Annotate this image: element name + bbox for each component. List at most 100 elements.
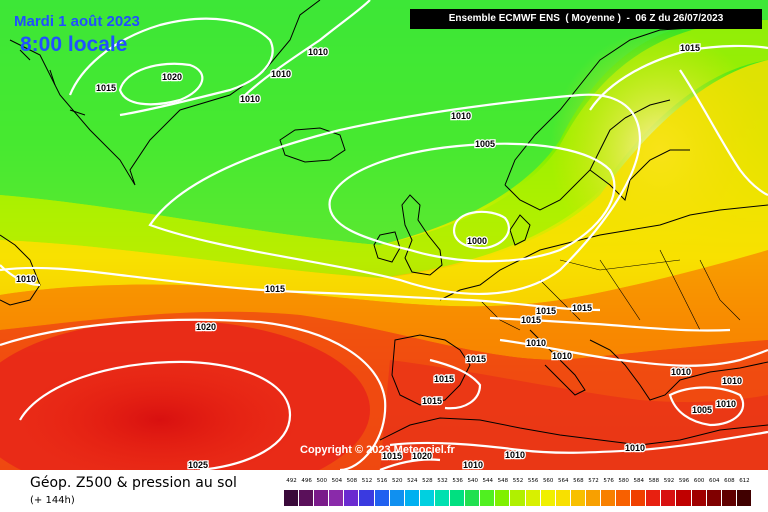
coast-britain xyxy=(401,194,443,276)
forecast-date: Mardi 1 août 2023 xyxy=(14,13,140,30)
scale-label: 584 xyxy=(633,478,645,484)
scale-swatch xyxy=(631,490,647,506)
scale-swatch xyxy=(736,490,752,506)
scale-swatch xyxy=(299,490,315,506)
scale-swatch xyxy=(389,490,405,506)
isobar-1015-nordic xyxy=(589,44,768,111)
scale-swatch xyxy=(450,490,466,506)
isobar-label: 1010 xyxy=(526,338,546,348)
scale-swatch xyxy=(465,490,481,506)
isobar-1015-west xyxy=(0,266,601,312)
isobar-label: 1015 xyxy=(572,303,592,313)
scale-label: 512 xyxy=(361,478,373,484)
scale-label: 496 xyxy=(301,478,312,484)
scale-label: 588 xyxy=(648,478,660,484)
scale-label: 520 xyxy=(391,478,403,484)
isobar-1020-greenland xyxy=(118,62,204,106)
scale-label: 556 xyxy=(527,478,539,484)
scale-swatch xyxy=(525,490,541,506)
scale-label: 548 xyxy=(497,478,509,484)
isobar-1025-high xyxy=(19,360,292,470)
isobar-label: 1015 xyxy=(521,315,541,325)
isobar-1015-africa xyxy=(379,458,441,470)
isobar-1010-africa xyxy=(389,430,768,454)
scale-swatch xyxy=(600,490,617,506)
scale-swatch xyxy=(555,490,571,506)
scale-swatch xyxy=(646,490,662,506)
coast-balkans xyxy=(589,339,768,401)
forecast-time: 8:00 locale xyxy=(20,33,128,56)
isobar-1000 xyxy=(452,210,510,250)
isobar-label: 1015 xyxy=(536,306,556,316)
scale-label: 560 xyxy=(542,478,554,484)
isobar-label: 1010 xyxy=(308,47,328,57)
isobar-label: 1025 xyxy=(188,460,208,470)
scale-swatch xyxy=(284,490,300,506)
forecast-lead-time: (+ 144h) xyxy=(30,495,75,506)
coast-north-africa xyxy=(379,417,768,446)
isobar-label: 1010 xyxy=(552,351,572,361)
scale-label: 540 xyxy=(467,478,478,484)
isobar-label: 1020 xyxy=(412,451,432,461)
scale-label: 612 xyxy=(739,478,750,484)
isobar-label: 1010 xyxy=(463,460,483,470)
coast-europe xyxy=(439,204,768,301)
scale-label: 580 xyxy=(618,478,629,484)
scale-swatch xyxy=(510,490,526,506)
scale-label: 596 xyxy=(678,478,690,484)
scale-label: 532 xyxy=(437,478,448,484)
coast-norway xyxy=(504,27,691,211)
scale-label: 528 xyxy=(422,478,433,484)
model-run-header: Ensemble ECMWF ENS ( Moyenne ) - 06 Z du… xyxy=(410,9,762,29)
isobar-label: 1020 xyxy=(162,72,182,82)
isobar-label: 1015 xyxy=(265,284,285,294)
scale-swatch xyxy=(585,490,601,506)
scale-label: 500 xyxy=(316,478,327,484)
isobar-label: 1015 xyxy=(382,451,402,461)
scale-label: 604 xyxy=(709,478,720,484)
isobar-1010-canada xyxy=(0,264,41,287)
geopotential-band-green xyxy=(0,0,768,245)
scale-swatch xyxy=(344,490,360,506)
scale-swatch xyxy=(661,490,677,506)
scale-swatch xyxy=(480,490,496,506)
scale-label: 516 xyxy=(376,478,388,484)
scale-label: 536 xyxy=(452,478,463,484)
isobar-label: 1015 xyxy=(434,374,454,384)
isobar-1015-med xyxy=(489,316,731,332)
scale-swatch xyxy=(314,490,330,506)
isobar-label: 1010 xyxy=(625,443,645,453)
geopotential-band-orange xyxy=(0,250,768,360)
isobar-label: 1010 xyxy=(505,450,525,460)
isobar-label: 1010 xyxy=(722,376,742,386)
isobar-label: 1015 xyxy=(96,83,116,93)
geopotential-band-yellow xyxy=(0,60,768,307)
scale-swatch xyxy=(404,490,420,506)
color-scale-bar xyxy=(284,490,752,506)
scale-label: 492 xyxy=(286,478,297,484)
isobar-1015-iberia xyxy=(429,358,482,410)
scale-label: 524 xyxy=(407,478,418,484)
isobar-label: 1015 xyxy=(422,396,442,406)
scale-swatch xyxy=(374,490,390,506)
coast-ireland xyxy=(373,231,401,263)
copyright-notice: Copyright © 2023 Meteociel.fr xyxy=(300,444,455,456)
map-area: 1010 1020 1015 1010 1010 1010 1005 1000 1015 1010… xyxy=(0,0,768,470)
isobar-label: 1000 xyxy=(467,236,487,246)
coast-iberia xyxy=(391,334,471,406)
isobars xyxy=(0,0,768,470)
isobar-label: 1010 xyxy=(271,69,291,79)
isobar-label: 1015 xyxy=(466,354,486,364)
isobar-label: 1005 xyxy=(475,139,495,149)
scale-label: 552 xyxy=(512,478,524,484)
isobar-label: 1020 xyxy=(196,322,216,332)
scale-label: 508 xyxy=(346,478,358,484)
scale-swatch xyxy=(540,490,556,506)
scale-swatch xyxy=(495,490,511,506)
geopotential-med-red xyxy=(380,360,768,470)
scale-swatch xyxy=(434,490,451,506)
scale-swatch xyxy=(676,490,692,506)
scale-label: 504 xyxy=(331,478,343,484)
isobar-label: 1010 xyxy=(16,274,36,284)
geopotential-high-center xyxy=(20,360,300,470)
